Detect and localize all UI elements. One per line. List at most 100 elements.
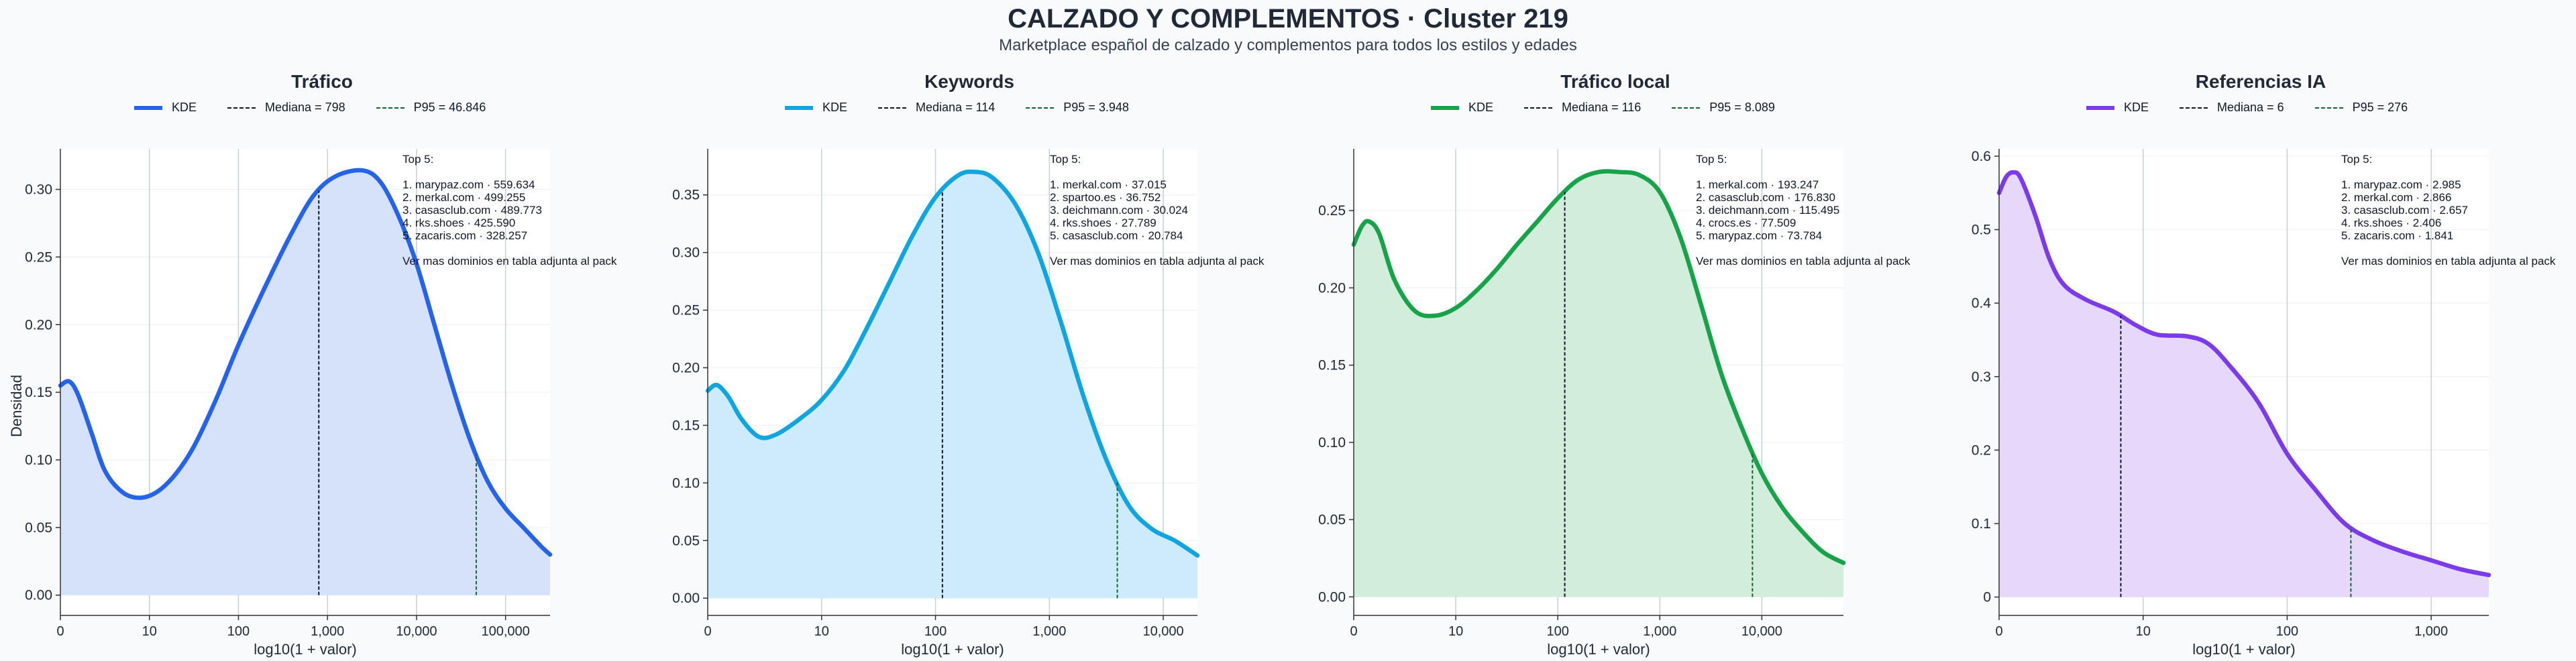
figure-subtitle: Marketplace español de calzado y complem… [999,36,1577,54]
top5-item-5: 5. casasclub.com · 20.784 [1050,229,1183,242]
density-chart: 0.00 0.05 0.10 0.15 0.20 0.25 0.30 0.35 0 10 100 1,… [672,149,1200,658]
top5-header: Top 5: [1696,153,1727,166]
top5-item-3: 3. deichmann.com · 30.024 [1050,204,1189,217]
legend-kde-label: KDE [172,101,197,114]
y-tick-label: 0.10 [25,453,52,468]
chart-panel-keywords: Keywords KDE Mediana = 114 P95 = 3.948 0… [647,0,1291,661]
top5-item-4: 4. rks.shoes · 27.789 [1050,217,1157,229]
top5-item-4: 4. rks.shoes · 425.590 [402,217,516,229]
x-tick-label: 10 [2136,624,2151,639]
y-tick-label: 0.20 [672,361,700,376]
kde-area [708,172,1197,599]
top5-item-3: 3. casasclub.com · 489.773 [402,204,542,217]
y-tick-label: 0.2 [1972,442,1991,458]
legend-p95-label: P95 = 3.948 [1063,101,1129,114]
y-tick-label: 0.15 [25,385,52,400]
x-axis-label: log10(1 + valor) [254,641,356,658]
y-tick-label: 0.10 [1318,435,1346,450]
legend-kde-label: KDE [1468,101,1494,114]
top5-item-2: 2. spartoo.es · 36.752 [1050,191,1161,204]
chart-panel-referencias-ia: Referencias IA KDE Mediana = 6 P95 = 276… [1939,0,2576,661]
legend-item-median: Mediana = 116 [1524,101,1641,115]
x-axis-label: log10(1 + valor) [2192,641,2295,658]
legend-item-kde: KDE [1431,101,1493,115]
figure-title: CALZADO Y COMPLEMENTOS · Cluster 219 [1008,4,1568,34]
legend-p95-label: P95 = 8.089 [1709,101,1775,114]
x-tick-label: 1,000 [1643,624,1676,639]
y-tick-label: 0.1 [1972,516,1991,532]
y-tick-label: 0 [1983,590,1991,605]
top5-item-2: 2. merkal.com · 499.255 [402,191,526,204]
x-tick-label: 10 [142,624,157,639]
panel-title: Referencias IA [2195,71,2326,92]
legend-p95-swatch [2314,107,2343,109]
y-tick-label: 0.05 [25,520,52,536]
legend-item-p95: P95 = 276 [2314,101,2408,115]
x-tick-label: 1,000 [1032,624,1066,639]
kde-line [58,168,553,557]
y-tick-label: 0.25 [1318,203,1346,219]
legend-item-kde: KDE [134,101,197,115]
y-tick-label: 0.25 [25,249,52,265]
y-tick-label: 0.15 [1318,358,1346,373]
chart-panel-trafico: Tráfico KDE Mediana = 798 P95 = 46.846 0… [0,0,644,661]
legend-item-p95: P95 = 3.948 [1026,101,1129,115]
kde-area [1354,171,1843,597]
x-tick-label: 100 [1546,624,1568,639]
x-tick-label: 100,000 [481,624,529,639]
legend: KDE Mediana = 798 P95 = 46.846 [134,101,517,115]
top5-header: Top 5: [2341,153,2373,166]
x-tick-label: 10,000 [1142,624,1183,639]
top5-annotation: Top 5: 1. merkal.com · 193.247 2. casasclu… [1696,153,1910,267]
density-chart: 0.00 0.05 0.10 0.15 0.20 0.25 0.30 0 10 100 1,000 1… [25,149,553,658]
top5-header: Top 5: [402,153,434,166]
top5-item-5: 5. zacaris.com · 1.841 [2341,229,2454,242]
y-tick-label: 0.05 [1318,512,1346,528]
x-tick-label: 10,000 [396,624,437,639]
top5-item-1: 1. marypaz.com · 559.634 [402,178,535,191]
y-tick-label: 0.25 [672,303,700,318]
x-tick-label: 10 [1448,624,1463,639]
y-tick-label: 0.20 [1318,280,1346,296]
x-tick-label: 0 [704,624,711,639]
x-tick-label: 100 [227,624,250,639]
legend-median-label: Mediana = 114 [916,101,996,114]
more-note: Ver mas dominios en tabla adjunta al pac… [1696,255,1911,267]
top5-annotation: Top 5: 1. marypaz.com · 559.634 2. merkal.… [402,153,616,267]
legend-median-swatch [227,107,256,109]
legend-item-median: Mediana = 114 [878,101,995,115]
y-tick-label: 0.05 [672,533,700,548]
x-axis-label: log10(1 + valor) [1547,641,1650,658]
panel-title: Tráfico local [1560,71,1670,92]
top5-item-1: 1. marypaz.com · 2.985 [2341,178,2461,191]
kde-line [1351,169,1846,565]
top5-item-3: 3. casasclub.com · 2.657 [2341,204,2468,217]
kde-line [1996,170,2491,577]
legend-kde-swatch [1431,105,1459,110]
legend-median-label: Mediana = 6 [2217,101,2284,114]
x-tick-label: 100 [2276,624,2298,639]
top5-item-5: 5. marypaz.com · 73.784 [1696,229,1823,242]
x-tick-label: 0 [1995,624,2002,639]
density-chart: 0.00 0.05 0.10 0.15 0.20 0.25 0 10 100 1,000 10,00… [1318,149,1846,658]
y-tick-label: 0.35 [672,188,700,203]
top5-item-2: 2. casasclub.com · 176.830 [1696,191,1835,204]
y-tick-label: 0.6 [1972,149,1991,164]
legend-p95-label: P95 = 46.846 [413,101,486,114]
legend-median-swatch [2180,107,2208,109]
legend: KDE Mediana = 114 P95 = 3.948 [785,101,1160,115]
x-axis-label: log10(1 + valor) [901,641,1004,658]
legend: KDE Mediana = 116 P95 = 8.089 [1431,101,1806,115]
legend-kde-label: KDE [2124,101,2149,114]
top5-item-3: 3. deichmann.com · 115.495 [1696,204,1840,217]
legend: KDE Mediana = 6 P95 = 276 [2086,101,2438,115]
x-tick-label: 0 [1350,624,1357,639]
legend-median-swatch [1524,107,1553,109]
x-tick-label: 0 [56,624,64,639]
legend-item-median: Mediana = 6 [2180,101,2284,115]
y-tick-label: 0.4 [1972,296,1992,311]
more-note: Ver mas dominios en tabla adjunta al pac… [2341,255,2556,267]
y-tick-label: 0.10 [672,475,700,491]
legend-item-kde: KDE [785,101,847,115]
top5-item-2: 2. merkal.com · 2.866 [2341,191,2452,204]
